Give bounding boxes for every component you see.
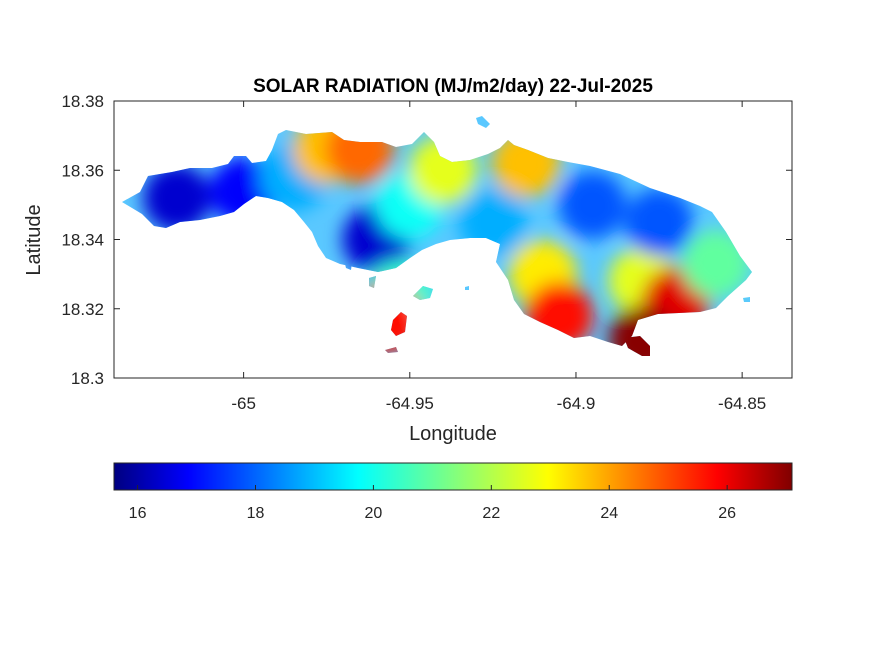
- colorbar-tick-label: 22: [482, 505, 500, 522]
- heatmap-cell: [681, 229, 750, 298]
- chart-title: SOLAR RADIATION (MJ/m2/day) 22-Jul-2025: [253, 76, 653, 97]
- colorbar-tick-label: 20: [365, 505, 383, 522]
- y-axis-label: Latitude: [23, 204, 45, 275]
- x-tick-label: -64.95: [386, 394, 434, 413]
- y-tick-label: 18.38: [61, 92, 104, 111]
- colorbar-tick-label: 18: [247, 505, 265, 522]
- y-tick-label: 18.3: [71, 369, 104, 388]
- y-tick-label: 18.32: [61, 300, 104, 319]
- x-tick-label: -64.85: [718, 394, 766, 413]
- y-tick-label: 18.36: [61, 161, 104, 180]
- heatmap-cell: [558, 170, 627, 239]
- colorbar-ticks: 16 18 20 22 24 26: [129, 485, 736, 522]
- colorbar-tick-label: 24: [600, 505, 618, 522]
- colorbar-tick-label: 26: [718, 505, 736, 522]
- x-tick-label: -64.9: [557, 394, 596, 413]
- y-axis-ticks: 18.3 18.32 18.34 18.36 18.38: [61, 92, 792, 388]
- heatmap-cell: [143, 163, 212, 232]
- x-tick-label: -65: [231, 394, 256, 413]
- colorbar: [113, 462, 793, 491]
- heatmap-cell: [625, 188, 694, 257]
- x-axis-label: Longitude: [409, 423, 497, 445]
- colorbar-tick-label: 16: [129, 505, 147, 522]
- x-axis-ticks: -65 -64.95 -64.9 -64.85: [231, 101, 766, 413]
- y-tick-label: 18.34: [61, 231, 104, 250]
